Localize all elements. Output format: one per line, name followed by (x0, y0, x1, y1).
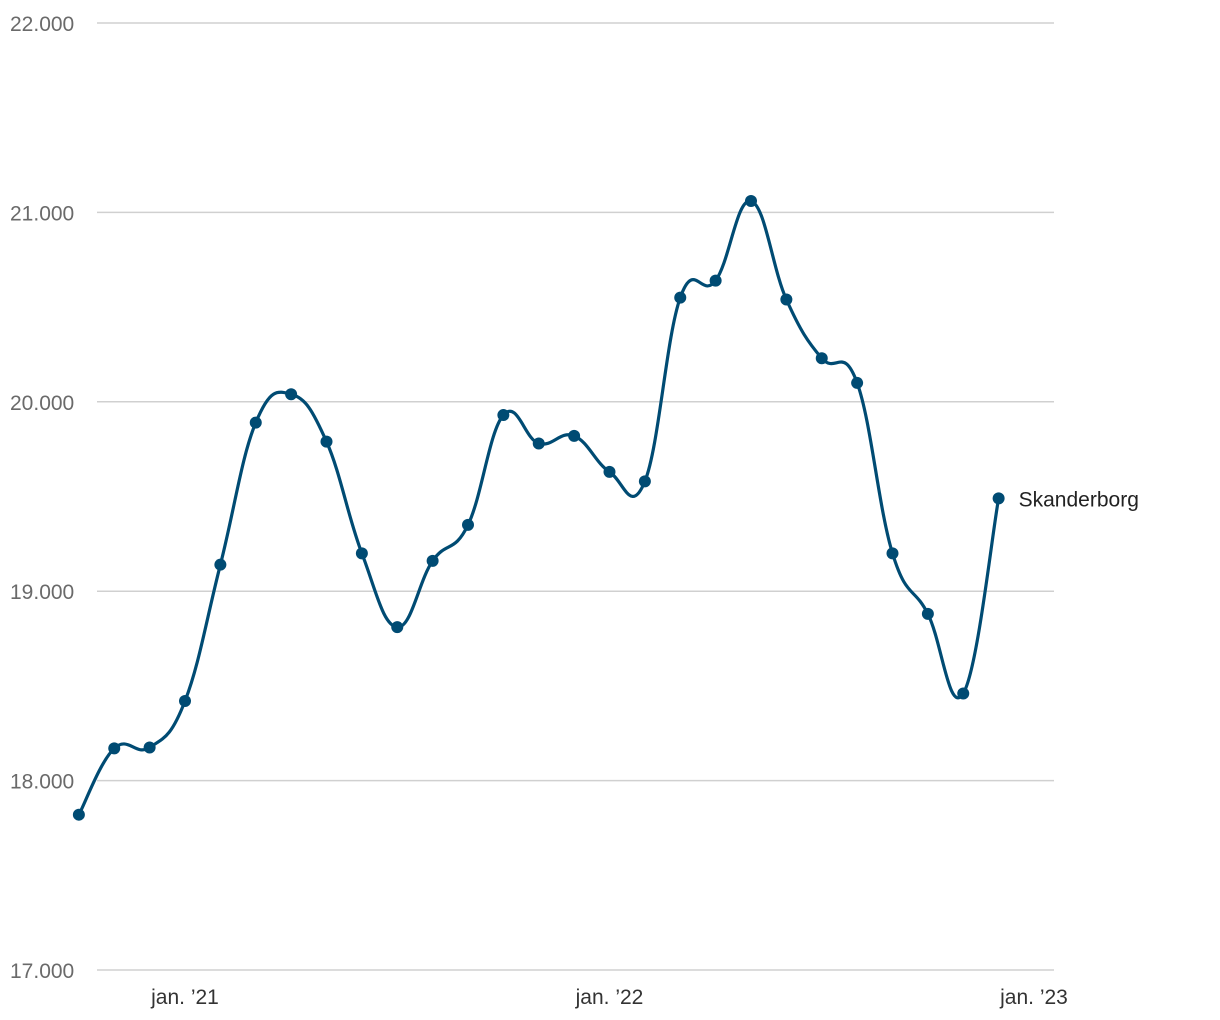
data-point (72, 808, 85, 821)
y-tick-label: 20.000 (10, 392, 74, 415)
data-point (886, 547, 899, 560)
data-point (426, 554, 439, 567)
gridlines (97, 22, 1054, 971)
data-point (462, 518, 474, 531)
data-point (497, 409, 510, 422)
y-tick-label: 22.000 (10, 13, 74, 36)
data-point (674, 291, 687, 304)
data-point (249, 416, 262, 429)
data-point (355, 547, 368, 560)
y-axis-tick-labels: 17.000 18.000 19.000 20.000 21.000 22.000 (10, 13, 74, 983)
y-tick-label: 21.000 (10, 202, 74, 225)
data-point (815, 352, 828, 365)
data-point (568, 429, 581, 442)
x-tick-label: jan. ’23 (999, 986, 1068, 1009)
data-point (285, 388, 298, 401)
data-point (179, 695, 191, 708)
data-point (638, 475, 651, 488)
data-point (108, 742, 121, 755)
data-point (780, 293, 793, 306)
data-point (603, 465, 616, 478)
y-tick-label: 19.000 (10, 581, 74, 604)
data-point (957, 687, 970, 700)
data-point (143, 741, 156, 754)
data-point (921, 607, 934, 620)
y-tick-label: 17.000 (10, 960, 74, 983)
data-point (745, 195, 757, 208)
data-point (709, 274, 722, 287)
data-point (992, 492, 1005, 505)
x-axis-tick-labels: jan. ’21 jan. ’22 jan. ’23 (150, 986, 1068, 1009)
series-label: Skanderborg (1019, 488, 1139, 511)
x-tick-label: jan. ’21 (150, 986, 219, 1009)
series-line (77, 199, 1001, 816)
series-skanderborg: Skanderborg (72, 195, 1139, 821)
x-tick-label: jan. ’22 (575, 986, 644, 1009)
data-point (214, 558, 227, 571)
data-point (532, 437, 545, 450)
data-point (320, 435, 333, 448)
y-tick-label: 18.000 (10, 771, 74, 794)
data-point (391, 621, 404, 634)
data-point (851, 376, 864, 389)
